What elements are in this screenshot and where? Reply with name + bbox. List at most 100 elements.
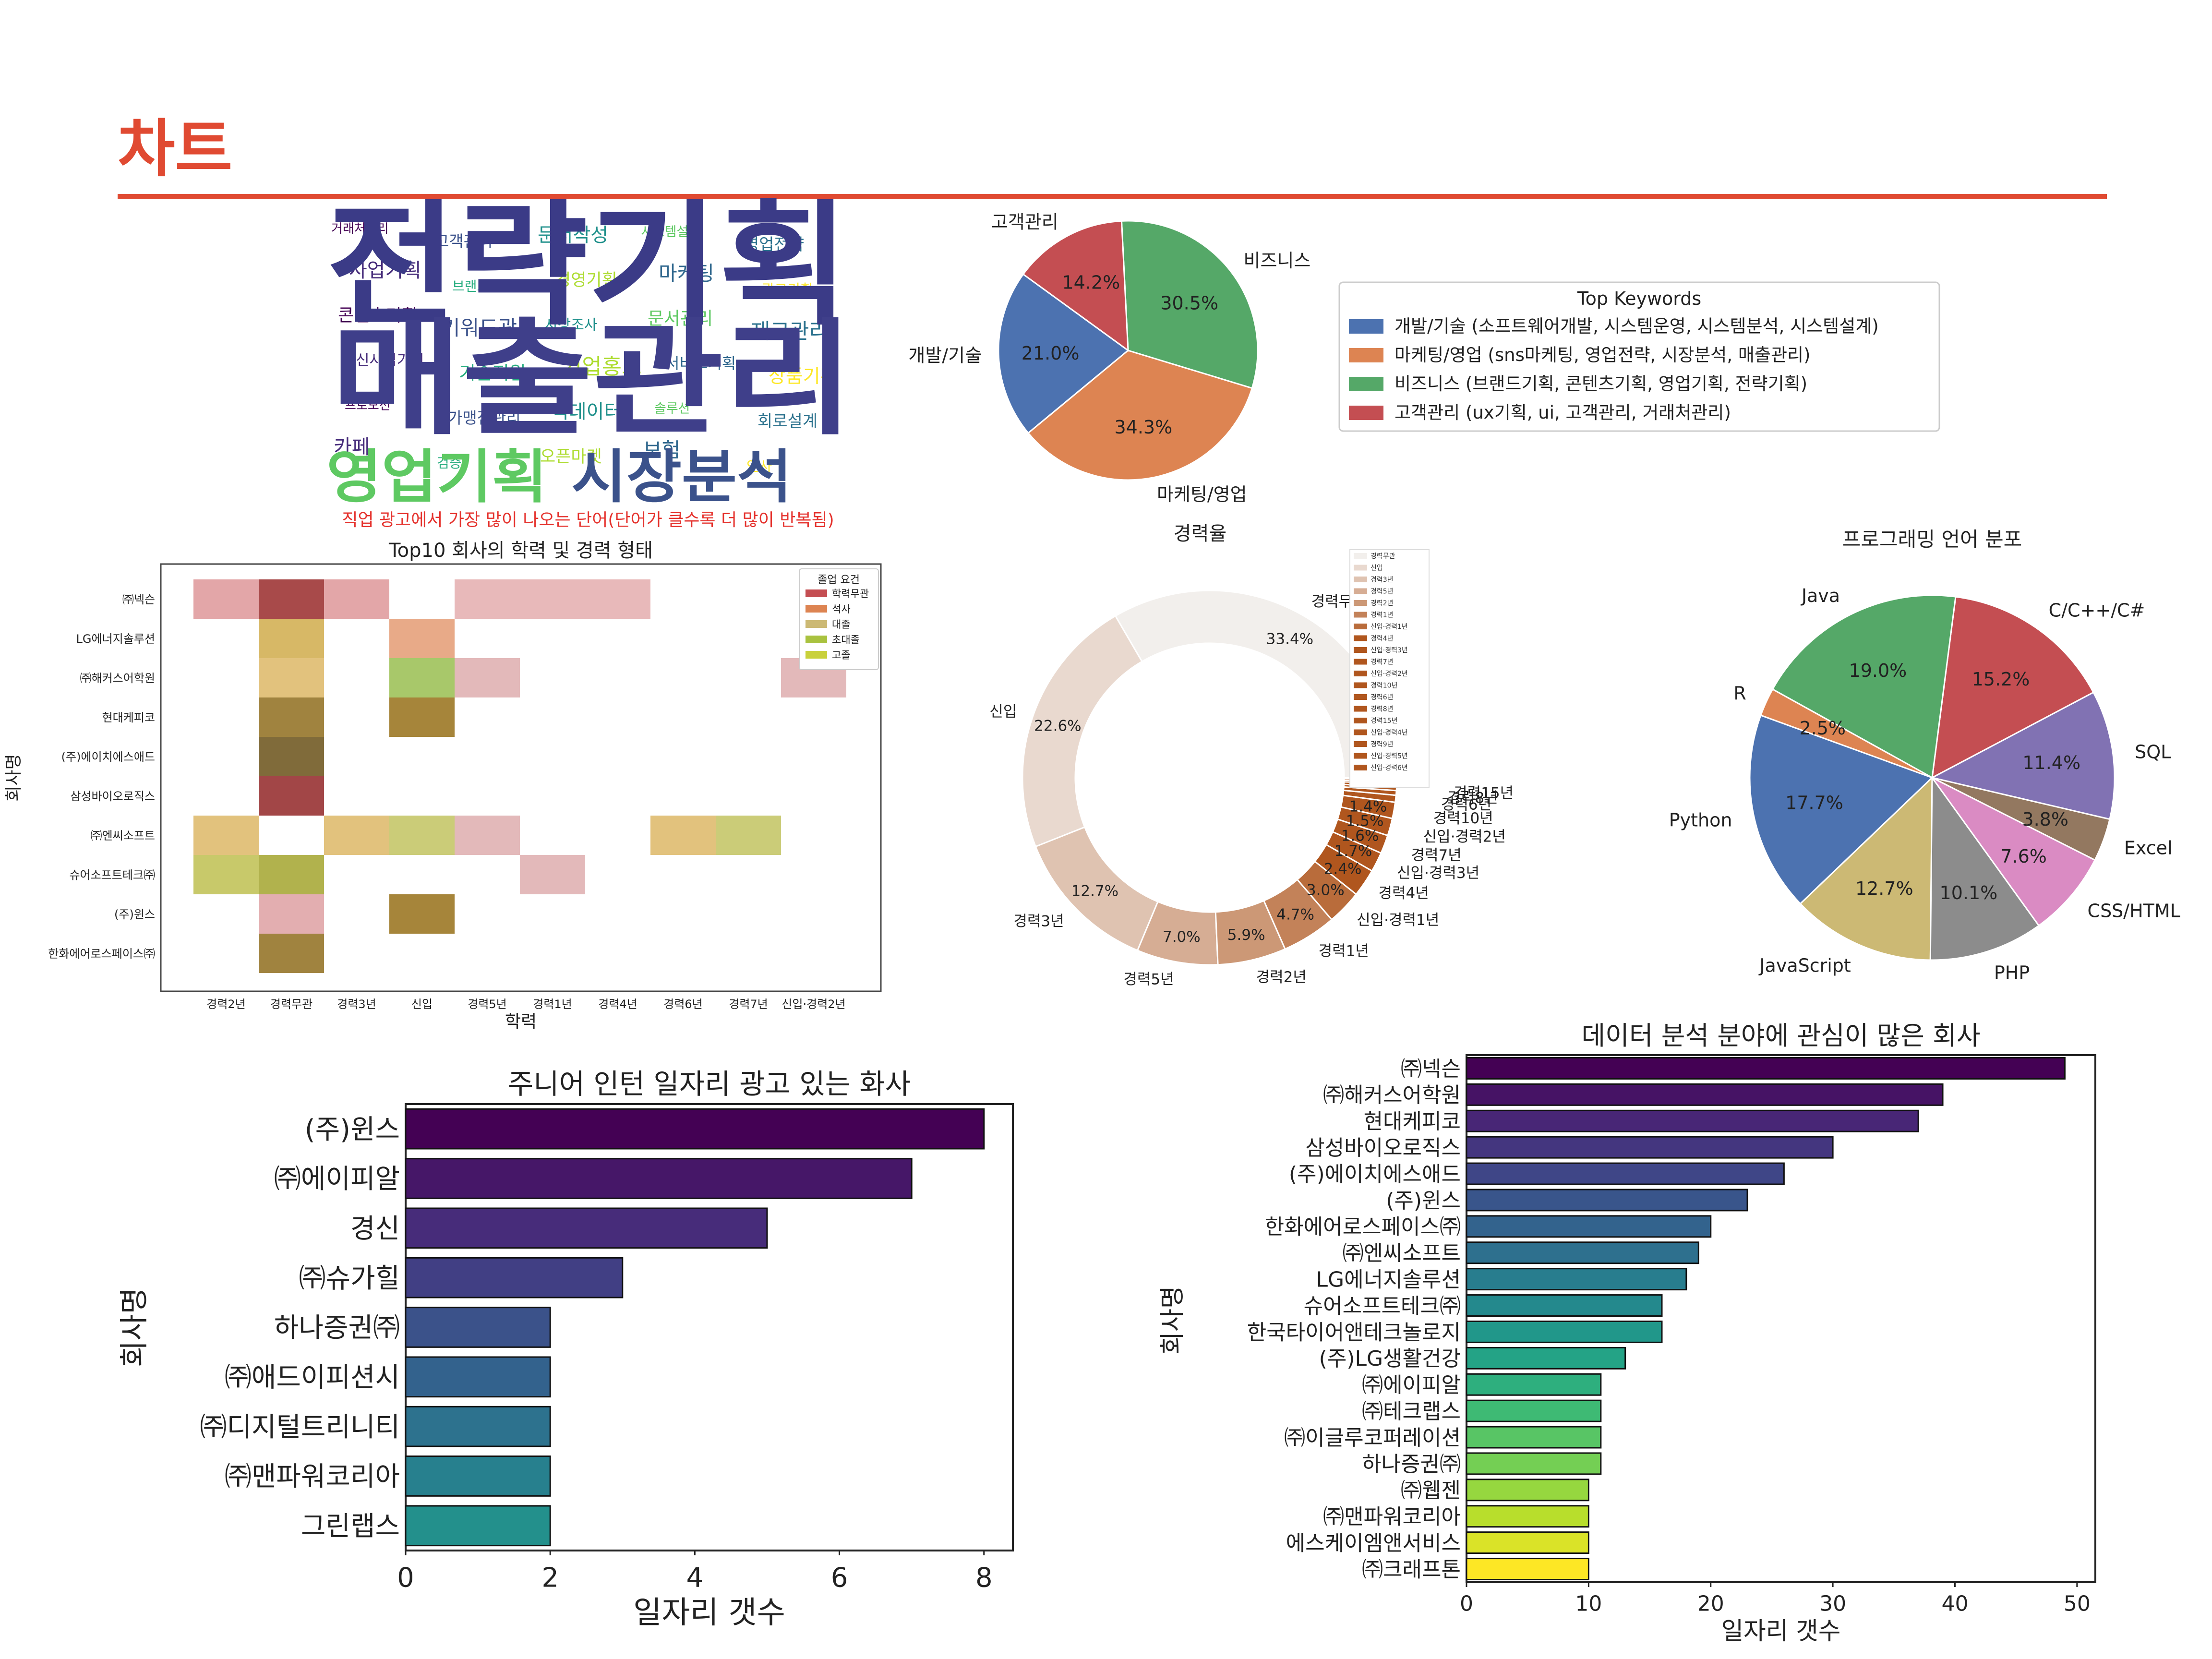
heatmap-x-tick: 경력2년 [206, 998, 246, 1011]
junior-bar-x-tick-label: 8 [975, 1563, 993, 1594]
legend-entry: 경력7년 [1370, 659, 1394, 666]
data-bar-x-tick-label: 10 [1575, 1591, 1602, 1616]
language-pie-pct-label: 19.0% [1849, 660, 1907, 681]
wordcloud-word-large: 매출관리 [331, 307, 854, 452]
data-bar-category-label: ㈜에이피알 [1362, 1373, 1461, 1397]
junior-bar-category-label: 하나증권㈜ [274, 1312, 400, 1344]
career-donut-chart: 경력율33.4%경력무관22.6%신입12.7%경력3년7.0%경력5년5.9%… [989, 523, 1514, 988]
data-bar-bar [1467, 1110, 1918, 1131]
heatmap-y-tick: (주)에이치에스애드 [61, 750, 155, 764]
career-donut-pct-label: 1.7% [1334, 842, 1372, 860]
keyword-pie-chart: 21.0%개발/기술34.3%마케팅/영업30.5%비즈니스14.2%고객관리T… [908, 212, 1939, 505]
heatmap-y-tick: LG에너지솔루션 [76, 632, 155, 646]
legend-swatch [1354, 565, 1367, 571]
language-pie-category-label: JavaScript [1758, 955, 1851, 976]
keyword-pie-legend: Top Keywords개발/기술 (소프트웨어개발, 시스템운영, 시스템분석… [1339, 282, 1939, 431]
legend-entry: 고졸 [832, 649, 851, 661]
heatmap-title: Top10 회사의 학력 및 경력 형태 [388, 540, 653, 562]
junior-bar-x-axis-label: 일자리 갯수 [633, 1595, 785, 1631]
legend-entry: 마케팅/영업 (sns마케팅, 영업전략, 시장분석, 매출관리) [1395, 345, 1810, 365]
heatmap-cell [259, 934, 324, 973]
heatmap-cell [520, 855, 585, 894]
keyword-pie-pct-label: 30.5% [1160, 292, 1218, 313]
legend-swatch [1354, 718, 1367, 723]
career-donut-outer-label: 경력3년 [1013, 913, 1064, 930]
legend-swatch [1354, 671, 1367, 676]
language-pie-pct-label: 7.6% [2000, 846, 2047, 867]
data-bar-bar [1467, 1163, 1784, 1184]
heatmap-y-tick: (주)윈스 [114, 908, 155, 921]
junior-bar-x-tick-label: 2 [541, 1563, 559, 1594]
junior-bar-bar [406, 1208, 767, 1248]
education-career-heatmap: Top10 회사의 학력 및 경력 형태경력2년 경력무관 경력3년 신입 경력5년 경력… [4, 540, 881, 1032]
legend-entry: 신입·경력1년 [1370, 623, 1408, 631]
data-bar-category-label: 에스케이엠앤서비스 [1286, 1531, 1461, 1555]
career-donut-pct-label: 4.7% [1276, 906, 1314, 923]
heatmap-cell [259, 855, 324, 894]
legend-entry: 경력무관 [1370, 553, 1395, 560]
language-pie-category-label: Python [1669, 809, 1732, 830]
junior-bar-bar [406, 1159, 912, 1199]
heatmap-y-tick: 삼성바이오로직스 [70, 790, 155, 803]
language-pie-category-label: R [1733, 683, 1746, 704]
legend-entry: 경력9년 [1370, 741, 1394, 748]
legend-swatch [1354, 741, 1367, 747]
career-donut-pct-label: 33.4% [1266, 631, 1313, 648]
legend-swatch [1354, 612, 1367, 618]
data-bar-category-label: 삼성바이오로직스 [1305, 1136, 1461, 1160]
junior-bar-category-label: (주)윈스 [305, 1114, 400, 1145]
legend-swatch [1354, 659, 1367, 665]
data-bar-bar [1467, 1084, 1943, 1105]
career-donut-legend: 경력무관신입경력3년경력5년경력2년경력1년신입·경력1년경력4년신입·경력3년… [1350, 550, 1429, 787]
junior-bar-bar [406, 1506, 550, 1546]
data-bar-category-label: 한국타이어앤테크놀로지 [1247, 1320, 1461, 1345]
legend-swatch [1354, 765, 1367, 770]
keyword-pie-pct-label: 34.3% [1114, 417, 1172, 438]
junior-intern-bar-chart: 주니어 인턴 일자리 광고 있는 화사(주)윈스㈜에이피알경신㈜슈가힐하나증권㈜… [118, 1068, 1013, 1631]
keyword-pie-category-label: 고객관리 [991, 212, 1058, 233]
career-donut-pct-label: 7.0% [1163, 928, 1201, 946]
language-pie-pct-label: 12.7% [1855, 878, 1913, 899]
career-donut-pct-label: 1.6% [1341, 827, 1379, 844]
legend-entry: 초대졸 [832, 634, 860, 646]
language-pie-chart: 프로그래밍 언어 분포17.7%Python12.7%JavaScript10.… [1669, 528, 2180, 984]
heatmap-cell [193, 816, 259, 855]
data-bar-bar [1467, 1137, 1833, 1158]
keyword-pie-pct-label: 14.2% [1062, 272, 1120, 293]
heatmap-x-tick: 신입 [411, 998, 433, 1011]
heatmap-cell [259, 697, 324, 737]
junior-bar-category-label: ㈜애드이피션시 [225, 1362, 400, 1393]
data-bar-category-label: ㈜웹젠 [1401, 1479, 1461, 1503]
language-pie-pct-label: 11.4% [2022, 752, 2080, 773]
junior-bar-category-label: ㈜디지털트리니티 [200, 1412, 400, 1443]
heatmap-cell [520, 579, 585, 619]
junior-bar-y-axis-label: 회사명 [118, 1287, 151, 1367]
legend-swatch [1354, 647, 1367, 653]
data-bar-x-tick-label: 0 [1460, 1591, 1473, 1616]
heatmap-x-tick: 경력4년 [598, 998, 637, 1011]
legend-title: Top Keywords [1577, 288, 1701, 309]
language-pie-pct-label: 2.5% [1800, 718, 1846, 739]
legend-entry: 경력5년 [1370, 588, 1394, 596]
data-bar-category-label: ㈜넥슨 [1401, 1057, 1461, 1081]
heatmap-y-tick: ㈜엔씨소프트 [91, 829, 155, 842]
heatmap-x-tick: 경력5년 [468, 998, 507, 1011]
data-bar-bar [1467, 1374, 1601, 1395]
heatmap-y-tick: 슈어소프트테크㈜ [69, 868, 155, 882]
heatmap-cell [193, 855, 259, 894]
data-bar-category-label: ㈜해커스어학원 [1323, 1083, 1461, 1107]
legend-swatch [1354, 730, 1367, 735]
heatmap-y-tick: ㈜넥슨 [122, 593, 155, 606]
legend-frame [1350, 550, 1429, 787]
heatmap-y-tick: 현대케피코 [102, 711, 155, 724]
legend-swatch [1354, 577, 1367, 582]
heatmap-cell [259, 619, 324, 658]
data-bar-x-axis-label: 일자리 갯수 [1721, 1617, 1841, 1645]
junior-bar-x-tick-label: 0 [397, 1563, 414, 1594]
legend-entry: 경력1년 [1370, 612, 1394, 619]
data-bar-x-tick-label: 50 [2064, 1591, 2091, 1616]
career-donut-pct-label: 3.0% [1307, 881, 1345, 899]
language-pie-category-label: Java [1801, 585, 1840, 606]
heatmap-cell [389, 894, 455, 934]
